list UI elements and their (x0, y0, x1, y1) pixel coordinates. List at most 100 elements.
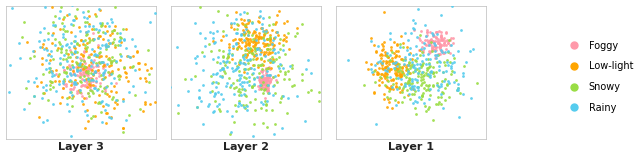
Point (430, 49, 440, 51)
Point (263, 90, 273, 93)
Point (86, 89, 96, 92)
Point (234, 101, 244, 104)
Point (68, 95, 78, 97)
Point (263, 83, 273, 86)
Point (93, 7, 104, 10)
Point (51, 90, 61, 92)
Point (472, 81, 482, 84)
Point (381, 62, 392, 65)
Point (127, 65, 137, 68)
Point (440, 78, 450, 81)
Point (380, 51, 390, 54)
Point (443, 51, 453, 53)
Point (122, 80, 132, 82)
Point (81, 42, 92, 44)
Point (83, 68, 93, 71)
Point (86, 116, 97, 119)
Point (83, 84, 93, 87)
Point (125, 55, 135, 58)
Point (86, 77, 96, 80)
Point (403, 69, 413, 71)
Point (234, 88, 244, 91)
Point (45, 88, 55, 90)
Point (239, 38, 249, 41)
Point (412, 53, 422, 56)
Point (92, 54, 102, 56)
Point (275, 41, 285, 44)
Point (262, 83, 272, 86)
Point (264, 40, 275, 43)
Point (140, 90, 150, 93)
Point (280, 72, 291, 75)
Point (58, 69, 68, 72)
Point (265, 34, 275, 37)
Point (430, 40, 440, 42)
Point (255, 81, 266, 83)
Point (418, 49, 428, 51)
Point (211, 81, 221, 83)
Point (226, 26, 236, 28)
Point (234, 63, 244, 65)
Point (376, 53, 386, 56)
Point (305, 89, 316, 92)
Point (405, 78, 415, 81)
Point (84, 67, 94, 70)
Point (408, 64, 419, 66)
Point (370, 64, 380, 66)
Point (232, 28, 243, 31)
Point (269, 122, 280, 125)
Point (427, 31, 437, 34)
Point (399, 63, 410, 65)
Point (90, 54, 100, 56)
Point (241, 41, 252, 44)
Point (272, 31, 282, 34)
Point (431, 46, 441, 48)
Point (381, 76, 392, 79)
Point (106, 21, 116, 24)
Point (234, 38, 244, 40)
Point (164, 52, 174, 54)
Point (269, 36, 279, 39)
Point (416, 98, 426, 101)
Point (385, 60, 395, 62)
Point (81, 31, 91, 33)
Point (94, 71, 104, 74)
Point (458, 75, 468, 77)
Point (282, 20, 292, 23)
Point (224, 76, 234, 79)
Point (415, 48, 426, 50)
Point (43, 38, 53, 40)
Point (218, 30, 228, 33)
Point (95, 100, 106, 103)
Point (255, 80, 265, 83)
Point (55, 43, 65, 45)
Point (146, 67, 156, 69)
Point (54, 63, 65, 65)
Point (90, 70, 100, 73)
Point (106, 90, 116, 92)
Point (79, 59, 89, 62)
Point (65, 49, 75, 51)
Point (75, 61, 85, 64)
Point (47, 69, 58, 72)
Point (72, 42, 82, 45)
Point (53, 47, 63, 49)
Point (234, 69, 244, 72)
Point (84, 95, 95, 98)
Point (421, 88, 431, 91)
Point (379, 74, 389, 77)
Point (88, 37, 98, 40)
Point (255, 69, 266, 72)
Point (411, 59, 421, 62)
Point (84, 84, 95, 87)
Point (88, 80, 99, 82)
Point (255, 81, 265, 83)
Point (243, 19, 253, 22)
Point (264, 66, 274, 69)
Point (243, 68, 253, 70)
Point (396, 66, 406, 68)
Point (68, 72, 79, 75)
Point (232, 48, 243, 50)
Point (71, 56, 81, 58)
Point (281, 39, 291, 42)
